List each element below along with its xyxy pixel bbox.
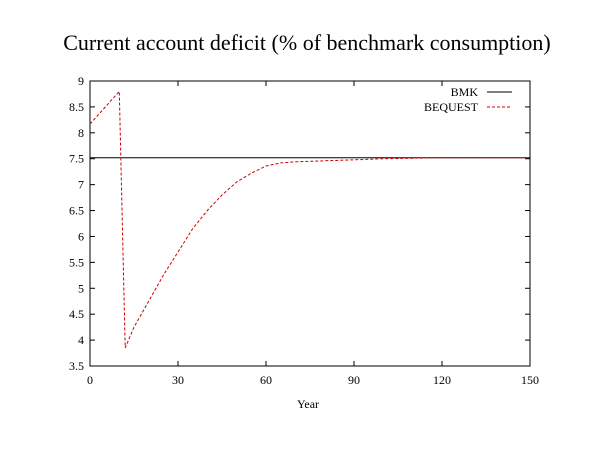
y-tick-label: 6.5 [69, 204, 84, 218]
series-line-bequest [89, 90, 530, 349]
y-tick-label: 7 [78, 178, 84, 192]
plot-frame [89, 80, 531, 367]
y-tick-label: 4.5 [69, 307, 84, 321]
y-tick-label: 3.5 [69, 359, 84, 373]
x-tick-label: 60 [260, 373, 272, 387]
y-tick-label: 7.5 [69, 152, 84, 166]
y-tick-label: 8 [78, 126, 84, 140]
x-tick-label: 0 [87, 373, 93, 387]
x-tick-label: 30 [172, 373, 184, 387]
x-tick-label: 120 [433, 373, 451, 387]
chart-title: Current account deficit (% of benchmark … [63, 30, 551, 55]
x-tick-label: 150 [521, 373, 539, 387]
y-tick-label: 9 [78, 74, 84, 88]
y-tick-label: 6 [78, 229, 84, 243]
x-tick-label: 90 [348, 373, 360, 387]
y-tick-label: 4 [78, 333, 84, 347]
axis-ticks: 3.544.555.566.577.588.590 30 60 90 120 150 [69, 74, 539, 387]
series-layer [89, 90, 530, 349]
legend-label-bequest: BEQUEST [424, 100, 479, 114]
y-tick-label: 5.5 [69, 255, 84, 269]
legend-label-bmk: BMK [451, 85, 479, 99]
y-tick-label: 8.5 [69, 100, 84, 114]
y-tick-label: 5 [78, 281, 84, 295]
x-axis-label: Year [297, 397, 319, 411]
